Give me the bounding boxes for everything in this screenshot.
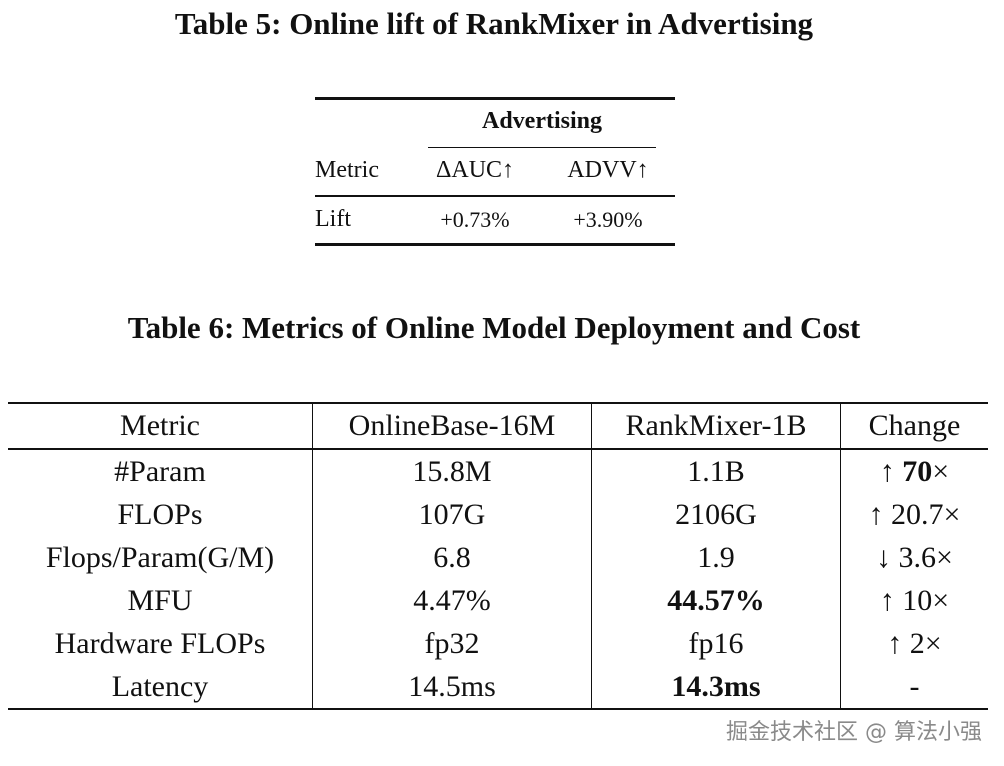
metric-cell: Flops/Param(G/M) — [45, 540, 275, 574]
metric-cell: #Param — [114, 454, 206, 488]
change-cell: - — [840, 665, 988, 710]
table5-col-advv: ADVV↑ — [567, 157, 649, 183]
table6: Metric OnlineBase-16M RankMixer-1B Chang… — [8, 402, 988, 710]
table-row: MFU 4.47% 44.57% ↑ 10× — [8, 579, 988, 622]
metric-cell: MFU — [127, 583, 193, 617]
table5-row-label: Lift — [315, 206, 351, 232]
col-header-rankmixer: RankMixer-1B — [591, 403, 841, 450]
change-suffix: × — [932, 454, 950, 488]
table5-top-rule — [315, 97, 675, 100]
change-arrow: ↓ — [876, 540, 892, 574]
table5-group-header: Advertising — [482, 108, 602, 134]
change-cell: ↓ 3.6× — [840, 536, 988, 579]
table5-bottom-rule — [315, 243, 675, 246]
change-arrow: ↑ — [887, 626, 903, 660]
change-arrow: ↑ — [879, 454, 895, 488]
change-cell: ↑ 70× — [840, 449, 988, 493]
table-row: Latency 14.5ms 14.3ms - — [8, 665, 988, 710]
rankmixer-cell: 2106G — [591, 493, 841, 536]
table5-col-metric: Metric — [315, 157, 379, 183]
change-value: 2 — [909, 626, 925, 660]
table-row: Flops/Param(G/M) 6.8 1.9 ↓ 3.6× — [8, 536, 988, 579]
base-cell: 14.5ms — [312, 665, 592, 710]
change-suffix: × — [943, 497, 961, 531]
table-row: FLOPs 107G 2106G ↑ 20.7× — [8, 493, 988, 536]
col-header-base: OnlineBase-16M — [312, 403, 592, 450]
base-cell: 107G — [312, 493, 592, 536]
col-header-change: Change — [840, 403, 988, 450]
change-arrow: ↑ — [879, 583, 895, 617]
change-cell: ↑ 2× — [840, 622, 988, 665]
base-cell: 4.47% — [312, 579, 592, 622]
base-cell: fp32 — [312, 622, 592, 665]
rankmixer-cell: 1.1B — [591, 449, 841, 493]
table-row: #Param 15.8M 1.1B ↑ 70× — [8, 449, 988, 493]
change-value: 70 — [902, 454, 933, 488]
change-value: 10 — [902, 583, 933, 617]
metric-cell: Hardware FLOPs — [54, 626, 266, 660]
change-cell: ↑ 20.7× — [840, 493, 988, 536]
rankmixer-cell: 1.9 — [591, 536, 841, 579]
rankmixer-cell: 44.57% — [591, 579, 841, 622]
change-value: - — [909, 669, 920, 703]
watermark: 掘金技术社区 @ 算法小强 — [726, 720, 982, 745]
metric-cell: Latency — [8, 665, 313, 710]
change-arrow: ↑ — [868, 497, 884, 531]
col-header-metric: Metric — [8, 403, 313, 450]
change-value: 20.7 — [891, 497, 944, 531]
table5-cmidrule — [428, 147, 656, 148]
rankmixer-cell: 14.3ms — [591, 665, 841, 710]
change-suffix: × — [932, 583, 950, 617]
table5-col-auc: ΔAUC↑ — [435, 157, 515, 183]
metric-cell: FLOPs — [117, 497, 203, 531]
base-cell: 6.8 — [312, 536, 592, 579]
table5-title: Table 5: Online lift of RankMixer in Adv… — [174, 6, 814, 41]
rankmixer-cell: fp16 — [591, 622, 841, 665]
table6-title: Table 6: Metrics of Online Model Deploym… — [127, 310, 861, 345]
table5-auc-value: +0.73% — [440, 207, 510, 232]
change-cell: ↑ 10× — [840, 579, 988, 622]
change-value: 3.6 — [898, 540, 937, 574]
change-suffix: × — [936, 540, 953, 574]
table5-mid-rule — [315, 195, 675, 197]
base-cell: 15.8M — [312, 449, 592, 493]
change-suffix: × — [924, 626, 942, 660]
table-row: Hardware FLOPs fp32 fp16 ↑ 2× — [8, 622, 988, 665]
table5-advv-value: +3.90% — [573, 207, 643, 232]
table6-header-row: Metric OnlineBase-16M RankMixer-1B Chang… — [8, 403, 988, 450]
